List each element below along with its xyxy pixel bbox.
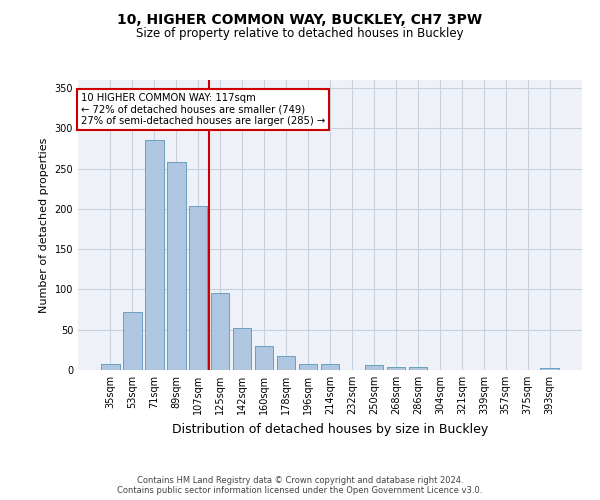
Bar [101,364,119,370]
Bar [386,367,405,370]
Text: 10 HIGHER COMMON WAY: 117sqm
← 72% of detached houses are smaller (749)
27% of s: 10 HIGHER COMMON WAY: 117sqm ← 72% of de… [80,93,325,126]
Bar [409,367,427,370]
Bar [167,162,185,370]
Bar [211,292,229,370]
Text: Size of property relative to detached houses in Buckley: Size of property relative to detached ho… [136,28,464,40]
Bar [541,368,559,370]
Text: 10, HIGHER COMMON WAY, BUCKLEY, CH7 3PW: 10, HIGHER COMMON WAY, BUCKLEY, CH7 3PW [118,12,482,26]
Bar [365,365,383,370]
Bar [277,356,295,370]
Bar [255,346,274,370]
Bar [299,364,317,370]
Bar [233,328,251,370]
X-axis label: Distribution of detached houses by size in Buckley: Distribution of detached houses by size … [172,422,488,436]
Bar [145,140,164,370]
Text: Contains HM Land Registry data © Crown copyright and database right 2024.
Contai: Contains HM Land Registry data © Crown c… [118,476,482,495]
Bar [189,206,208,370]
Bar [123,312,142,370]
Bar [320,364,340,370]
Y-axis label: Number of detached properties: Number of detached properties [39,138,49,312]
